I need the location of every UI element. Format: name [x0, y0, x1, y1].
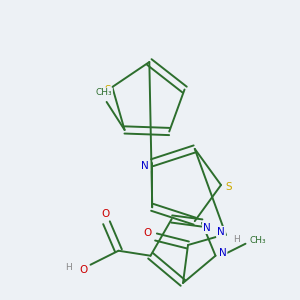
Text: O: O	[143, 228, 151, 238]
Text: N: N	[219, 248, 226, 258]
Text: O: O	[101, 209, 110, 219]
Text: N: N	[141, 161, 149, 171]
Text: N: N	[203, 223, 211, 233]
Text: S: S	[226, 182, 232, 192]
Text: CH₃: CH₃	[95, 88, 112, 98]
Text: O: O	[80, 265, 88, 275]
Text: CH₃: CH₃	[249, 236, 266, 245]
Text: N: N	[217, 227, 225, 237]
Text: H: H	[65, 263, 72, 272]
Text: S: S	[104, 85, 111, 95]
Text: H: H	[232, 235, 239, 244]
